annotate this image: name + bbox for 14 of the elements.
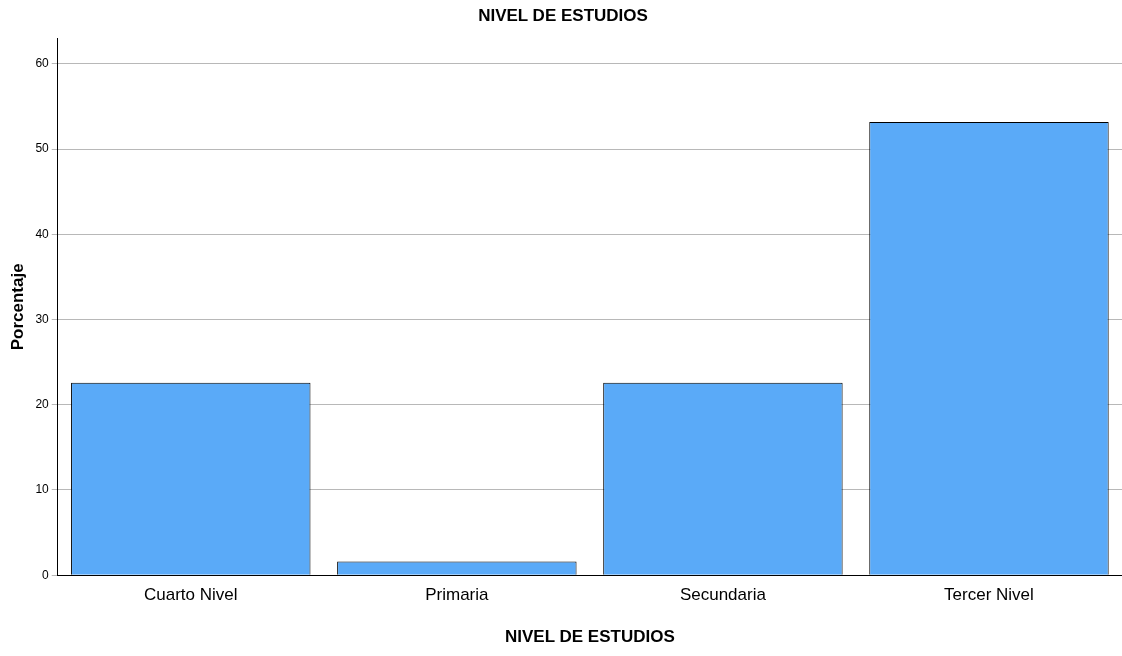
x-axis-title: NIVEL DE ESTUDIOS — [505, 627, 675, 647]
y-tick-label: 30 — [35, 311, 50, 326]
y-axis-title: Porcentaje — [7, 263, 27, 351]
x-tick-label: Cuarto Nivel — [144, 585, 238, 605]
x-tick-label: Primaria — [425, 585, 490, 605]
y-tick-label: 10 — [35, 482, 50, 497]
y-tick-label: 40 — [35, 226, 50, 241]
y-tick-label: 0 — [42, 567, 50, 582]
x-tick-label: Secundaria — [679, 585, 767, 605]
x-tick-label: Tercer Nivel — [944, 585, 1034, 605]
y-tick-label: 60 — [35, 56, 50, 71]
y-tick-label: 50 — [35, 141, 50, 156]
chart-title: NIVEL DE ESTUDIOS — [478, 5, 648, 25]
y-tick-label: 20 — [35, 397, 50, 412]
